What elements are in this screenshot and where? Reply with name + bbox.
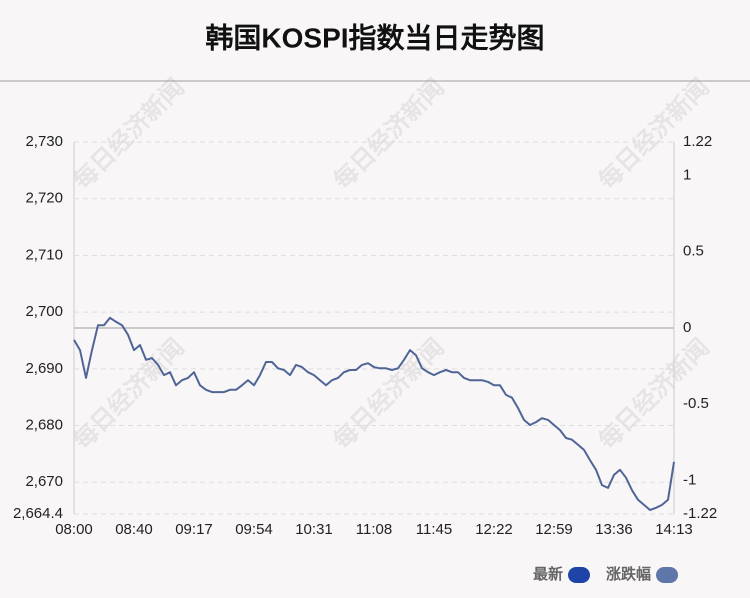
y2-tick-label: 1.22 xyxy=(683,133,712,150)
watermark: 每日经济新闻 xyxy=(592,332,714,454)
line-series xyxy=(73,316,675,511)
legend-item: 最新 xyxy=(533,565,591,583)
y-tick-label: 2,680 xyxy=(25,417,63,434)
chart-title: 韩国KOSPI指数当日走势图 xyxy=(205,22,544,53)
x-tick-label: 12:59 xyxy=(535,521,573,538)
y2-tick-label: -1.22 xyxy=(683,505,717,522)
y-tick-label: 2,720 xyxy=(25,190,63,207)
x-tick-label: 13:36 xyxy=(595,521,633,538)
y-tick-label: 2,690 xyxy=(25,360,63,377)
watermark: 每日经济新闻 xyxy=(327,72,449,194)
y-tick-label: 2,730 xyxy=(25,133,63,150)
legend-swatch xyxy=(656,567,679,583)
y2-tick-label: 0 xyxy=(683,319,691,336)
x-tick-label: 08:00 xyxy=(55,521,93,538)
x-tick-label: 08:40 xyxy=(115,521,153,538)
y2-tick-label: 1 xyxy=(683,167,691,184)
legend-swatch xyxy=(568,567,591,583)
y2-tick-label: -0.5 xyxy=(683,395,709,412)
y-tick-label: 2,670 xyxy=(25,473,63,490)
y-tick-label: 2,710 xyxy=(25,246,63,263)
legend-item: 涨跌幅 xyxy=(606,565,679,583)
y2-tick-label: -1 xyxy=(683,471,696,488)
x-tick-label: 12:22 xyxy=(475,521,513,538)
x-tick-label: 09:17 xyxy=(175,521,213,538)
y2-tick-label: 0.5 xyxy=(683,243,704,260)
y-tick-label: 2,664.4 xyxy=(13,505,63,522)
watermark: 每日经济新闻 xyxy=(67,72,189,194)
x-tick-label: 10:31 xyxy=(295,521,333,538)
x-tick-label: 11:08 xyxy=(356,521,392,538)
y-tick-label: 2,700 xyxy=(25,303,63,320)
legend-label: 涨跌幅 xyxy=(606,565,651,583)
x-tick-label: 11:45 xyxy=(416,521,452,538)
legend-label: 最新 xyxy=(533,565,563,583)
x-tick-label: 09:54 xyxy=(235,521,273,538)
watermark: 每日经济新闻 xyxy=(67,332,189,454)
x-tick-label: 14:13 xyxy=(655,521,693,538)
watermark: 每日经济新闻 xyxy=(327,332,449,454)
